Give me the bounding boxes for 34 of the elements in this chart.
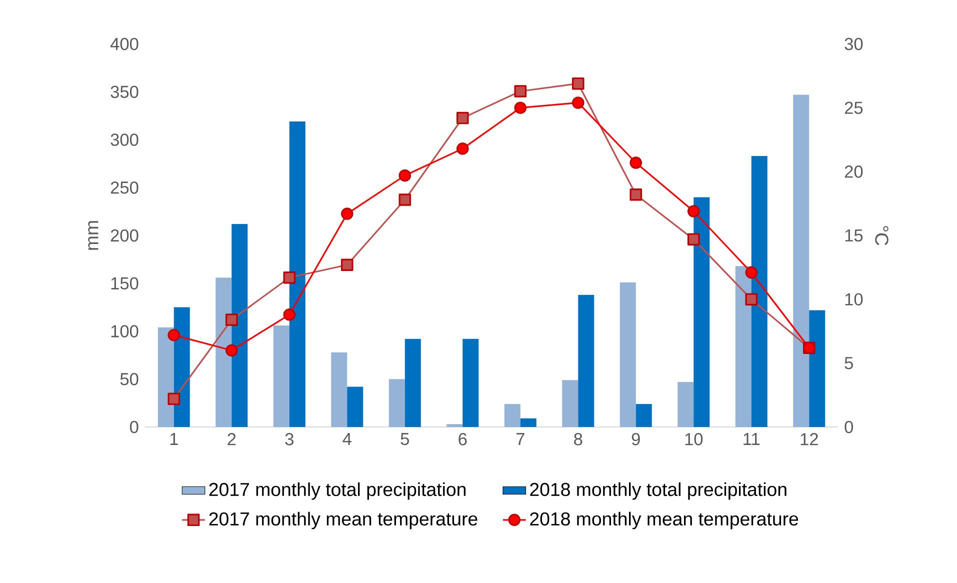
y2-tick-label: 10: [845, 293, 863, 306]
y-tick-label: 350: [110, 86, 138, 98]
x-tick-label: 5: [400, 433, 409, 446]
x-tick-label: 4: [342, 433, 352, 445]
y2-tick-label: 15: [845, 229, 863, 242]
legend-label: 2018 monthly total precipitation: [530, 482, 786, 500]
legend-label: 2018 monthly mean temperature: [530, 512, 798, 530]
y2-tick-label: 25: [844, 102, 863, 114]
y2-tick-label: 5: [844, 357, 853, 370]
y-tick-label: 0: [130, 420, 138, 434]
y-tick-label: 50: [120, 372, 138, 386]
y-tick-label: 250: [110, 181, 138, 194]
x-tick-label: 12: [800, 433, 818, 446]
x-tick-label: 3: [285, 433, 294, 446]
y-tick-label: 300: [110, 134, 138, 146]
x-tick-label: 6: [458, 433, 467, 446]
y-tick-label: 200: [110, 229, 138, 242]
legend-label: 2017 monthly total precipitation: [209, 482, 466, 500]
x-tick-label: 10: [685, 433, 703, 446]
y-tick-label: 400: [110, 38, 138, 50]
y2-tick-label: 30: [844, 38, 863, 50]
y-tick-label: 100: [111, 325, 138, 338]
y2-tick-label: 0: [844, 420, 854, 434]
y2-axis-title: °C: [875, 226, 888, 246]
x-tick-label: 8: [574, 433, 582, 446]
y2-tick-label: 20: [844, 166, 863, 178]
x-tick-label: 9: [632, 433, 640, 446]
x-tick-label: 1: [170, 433, 178, 445]
x-tick-label: 2: [228, 433, 236, 446]
y-tick-label: 150: [111, 277, 138, 290]
x-tick-label: 7: [516, 433, 524, 445]
legend-label: 2017 monthly mean temperature: [209, 512, 478, 530]
y-axis-title: mm: [88, 221, 98, 250]
x-tick-label: 11: [744, 433, 760, 445]
